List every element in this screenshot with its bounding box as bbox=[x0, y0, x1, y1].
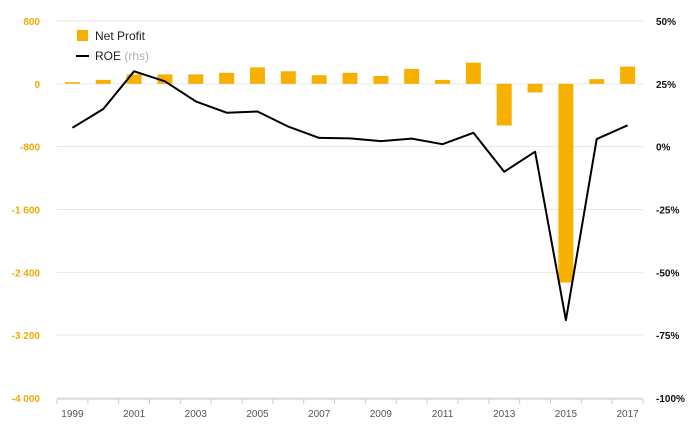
x-tick-label: 2015 bbox=[555, 409, 578, 420]
right-tick-label: 0% bbox=[656, 143, 671, 154]
legend-label-roe-suffix: (rhs) bbox=[124, 49, 149, 63]
right-tick-label: -75% bbox=[656, 331, 679, 342]
bar-net-profit-2013 bbox=[496, 83, 512, 126]
right-tick-label: 25% bbox=[656, 80, 676, 91]
right-tick-label: -25% bbox=[656, 206, 679, 217]
left-tick-label: 0 bbox=[34, 80, 40, 91]
left-tick-label: -2 400 bbox=[12, 268, 41, 279]
x-tick-label: 2011 bbox=[432, 409, 454, 420]
bar-net-profit-2001 bbox=[126, 74, 142, 84]
legend-label-roe-name: ROE bbox=[95, 49, 121, 63]
x-tick-label: 1999 bbox=[61, 409, 84, 420]
bar-series-net-profit bbox=[64, 62, 636, 283]
bar-net-profit-2006 bbox=[280, 71, 296, 84]
bar-net-profit-2011 bbox=[435, 79, 451, 84]
bar-net-profit-2012 bbox=[465, 62, 481, 84]
right-axis: 50% 25% 0% -25% -50% -75% -100% bbox=[656, 17, 685, 405]
x-axis: 1999 2001 2003 2005 2007 2009 2011 2013 2015 2017 bbox=[56, 398, 644, 420]
left-tick-label: 800 bbox=[23, 17, 40, 28]
left-tick-label: -3 200 bbox=[12, 331, 41, 342]
bar-net-profit-2002 bbox=[157, 74, 173, 84]
x-tick-label: 2009 bbox=[370, 409, 393, 420]
right-tick-label: -100% bbox=[656, 394, 685, 405]
bar-net-profit-2014 bbox=[527, 83, 543, 93]
bar-net-profit-2009 bbox=[373, 75, 389, 84]
roe-line bbox=[71, 70, 629, 322]
x-tick-label: 2003 bbox=[185, 409, 208, 420]
bar-net-profit-1999 bbox=[64, 82, 80, 84]
legend-swatch-net-profit bbox=[77, 30, 88, 41]
bar-net-profit-2015 bbox=[558, 83, 574, 283]
x-tick-label: 2001 bbox=[123, 409, 146, 420]
left-axis: 800 0 -800 -1 600 -2 400 -3 200 -4 000 bbox=[12, 17, 41, 405]
line-series-roe bbox=[71, 70, 629, 322]
grid-lines bbox=[57, 20, 643, 399]
bar-net-profit-2008 bbox=[342, 72, 358, 84]
x-tick-label: 2013 bbox=[493, 409, 516, 420]
x-tick-label: 2017 bbox=[616, 409, 639, 420]
x-tick-label: 2005 bbox=[246, 409, 269, 420]
bar-net-profit-2004 bbox=[219, 72, 235, 84]
bar-net-profit-2005 bbox=[249, 67, 265, 84]
bar-net-profit-2016 bbox=[589, 79, 605, 84]
right-tick-label: 50% bbox=[656, 17, 676, 28]
right-tick-label: -50% bbox=[656, 268, 679, 279]
left-tick-label: -1 600 bbox=[12, 206, 41, 217]
bar-net-profit-2003 bbox=[188, 74, 204, 84]
legend: Net Profit ROE (rhs) bbox=[76, 29, 149, 63]
bar-net-profit-2007 bbox=[311, 75, 327, 84]
bar-net-profit-2010 bbox=[404, 68, 420, 84]
bar-net-profit-2000 bbox=[95, 79, 111, 84]
legend-label-net-profit: Net Profit bbox=[95, 29, 146, 43]
left-tick-label: -4 000 bbox=[12, 394, 41, 405]
bar-net-profit-2017 bbox=[620, 66, 636, 84]
x-tick-label: 2007 bbox=[308, 409, 331, 420]
legend-label-roe: ROE (rhs) bbox=[95, 49, 149, 63]
left-tick-label: -800 bbox=[20, 143, 40, 154]
